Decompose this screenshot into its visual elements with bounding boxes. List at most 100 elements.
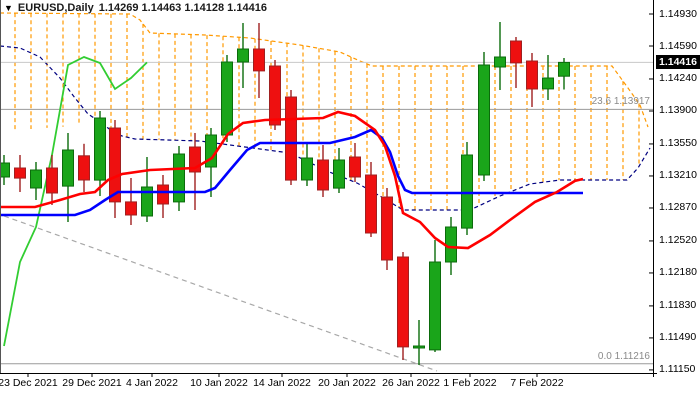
candle-body	[109, 127, 121, 203]
candle-bull-19-Jan-2022	[301, 143, 313, 186]
symbol-period-label: EURUSD,Daily	[17, 2, 94, 14]
candle-body	[94, 117, 106, 181]
price-axis-label: 1.14240	[659, 72, 697, 85]
candle-body	[221, 61, 233, 136]
candle-body	[157, 184, 169, 205]
candle-body	[333, 159, 345, 189]
candle-bull-4-Feb-2022	[494, 22, 506, 90]
date-axis-label: 10 Jan 2022	[190, 377, 248, 389]
candle-bull-22-Dec-2021	[0, 155, 10, 185]
candle-bear-6-Jan-2022	[157, 175, 169, 218]
candle-body	[125, 201, 137, 216]
candle-bear-25-Jan-2022	[365, 162, 377, 237]
candle-bear-10-Jan-2022	[189, 133, 201, 210]
candle-bear-20-Jan-2022	[317, 145, 329, 197]
candle-bear-4-Jan-2022	[125, 178, 137, 225]
date-axis-label: 4 Jan 2022	[126, 377, 178, 389]
candle-body	[14, 167, 26, 179]
candle-bear-3-Jan-2022	[109, 120, 121, 218]
price-axis-label: 1.14930	[659, 7, 697, 20]
candle-body	[301, 157, 313, 181]
candle-body	[349, 156, 361, 178]
date-axis-label: 7 Feb 2022	[510, 377, 564, 389]
candle-bull-3-Feb-2022	[478, 52, 490, 181]
price-axis-label: 1.11490	[659, 331, 697, 344]
candle-body	[461, 154, 473, 229]
price-axis-label: 1.11830	[659, 299, 697, 312]
candle-bull-21-Jan-2022	[333, 148, 345, 193]
candle-body	[365, 174, 377, 234]
candle-body	[542, 77, 554, 90]
candle-body	[269, 65, 281, 126]
senkou-span-b-line	[0, 12, 649, 128]
chart-title: ▼ EURUSD,Daily 1.14269 1.14463 1.14128 1…	[4, 2, 267, 14]
candle-bear-30-Dec-2021	[78, 143, 90, 192]
candle-bull-29-Dec-2021	[62, 133, 74, 222]
candle-body	[141, 186, 153, 217]
candle-body	[558, 61, 570, 77]
candle-body	[317, 159, 329, 191]
candle-body	[445, 226, 457, 263]
date-axis-label: 26 Jan 2022	[382, 377, 440, 389]
candle-body	[429, 261, 441, 351]
date-axis-label: 23 Dec 2021	[0, 377, 58, 389]
candle-bull-7-Jan-2022	[173, 146, 185, 211]
candle-body	[510, 40, 522, 64]
candle-body	[189, 146, 201, 173]
candle-body	[78, 155, 90, 181]
candle-bull-31-Jan-2022	[429, 240, 441, 352]
price-axis-label: 1.14590	[659, 39, 697, 52]
candle-bull-9-Feb-2022	[542, 55, 554, 100]
candle-body	[173, 153, 185, 203]
fib-level-label: 23.6 1.13917	[591, 96, 650, 108]
current-price-tag: 1.14416	[656, 55, 700, 70]
candle-bear-17-Jan-2022	[269, 60, 281, 130]
candle-body	[397, 256, 409, 348]
date-axis-label: 14 Jan 2022	[253, 377, 311, 389]
candle-bear-27-Jan-2022	[397, 252, 409, 360]
candle-bull-12-Jan-2022	[221, 55, 233, 142]
date-axis-label: 20 Jan 2022	[318, 377, 376, 389]
candle-body	[526, 60, 538, 90]
candle-body	[381, 196, 393, 261]
price-axis-label: 1.12870	[659, 201, 697, 214]
price-axis-label: 1.11150	[659, 363, 696, 376]
candle-body	[237, 48, 249, 63]
collapse-triangle-icon: ▼	[4, 2, 13, 13]
candle-bear-7-Feb-2022	[510, 37, 522, 88]
candle-body	[478, 64, 490, 176]
date-axis-label: 29 Dec 2021	[62, 377, 122, 389]
candle-bull-2-Feb-2022	[461, 142, 473, 235]
fib-level-label: 0.0 1.11216	[597, 350, 650, 362]
candle-bear-28-Dec-2021	[46, 155, 58, 205]
chikou-span-line	[3, 56, 148, 347]
fib-trendline	[3, 215, 438, 372]
candle-bull-10-Feb-2022	[558, 58, 570, 90]
date-axis-label: 1 Feb 2022	[443, 377, 497, 389]
kijun-sen-line	[0, 128, 583, 217]
candle-bull-28-Jan-2022	[413, 320, 425, 365]
tenkan-sen-line	[0, 110, 584, 250]
candle-bear-23-Dec-2021	[14, 155, 26, 192]
candle-bear-24-Jan-2022	[349, 143, 361, 182]
candle-bear-8-Feb-2022	[526, 53, 538, 107]
price-axis-label: 1.13900	[659, 104, 697, 117]
candle-body	[285, 96, 297, 181]
candle-body	[0, 162, 10, 178]
senkou-span-a-line	[0, 45, 651, 211]
price-axis-label: 1.13210	[659, 169, 697, 182]
candle-bear-14-Jan-2022	[253, 23, 265, 98]
candle-body	[494, 56, 506, 68]
ohlc-quote-label: 1.14269 1.14463 1.14128 1.14416	[98, 2, 267, 14]
candle-bull-27-Dec-2021	[30, 162, 42, 200]
candle-bear-18-Jan-2022	[285, 90, 297, 185]
candle-body	[413, 345, 425, 349]
candle-bull-5-Jan-2022	[141, 157, 153, 222]
candle-bull-31-Dec-2021	[94, 111, 106, 196]
candle-bull-13-Jan-2022	[237, 23, 249, 88]
candle-bear-26-Jan-2022	[381, 188, 393, 270]
price-axis-label: 1.12520	[659, 234, 697, 247]
price-axis-label: 1.13550	[659, 137, 697, 150]
